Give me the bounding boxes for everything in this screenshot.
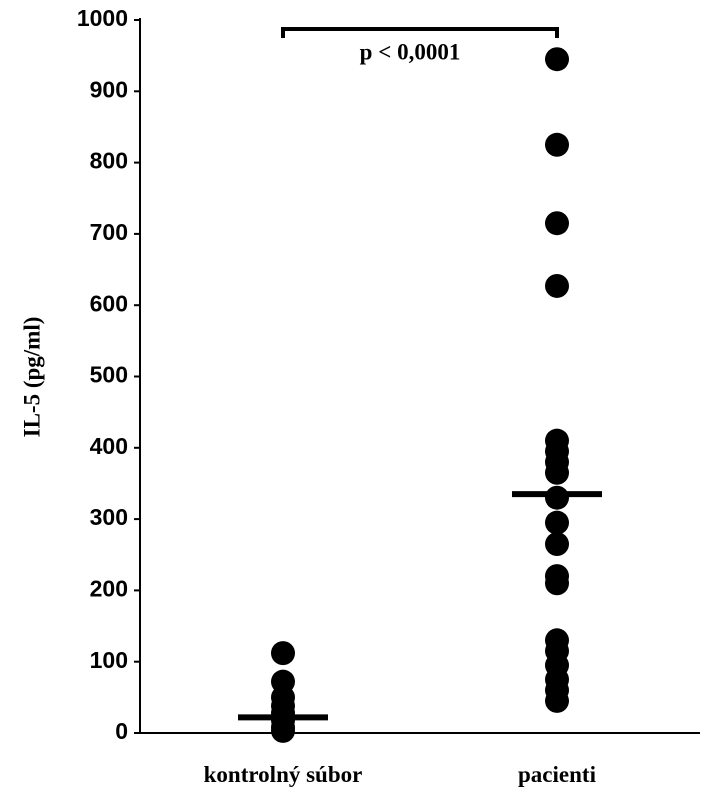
annotation: p < 0,0001 <box>360 39 461 64</box>
y-axis-label: IL-5 (pg/ml) <box>19 317 44 438</box>
y-tick-label: 800 <box>90 148 128 174</box>
y-tick-label: 600 <box>90 290 128 316</box>
x-tick-label: pacienti <box>518 762 597 787</box>
y-tick-label: 200 <box>90 575 128 601</box>
y-tick-label: 500 <box>90 362 128 388</box>
y-tick-label: 300 <box>90 504 128 530</box>
data-point <box>545 485 569 510</box>
y-tick-label: 100 <box>90 647 128 673</box>
data-point <box>545 571 569 596</box>
y-tick-label: 0 <box>115 718 128 744</box>
data-point <box>545 510 569 535</box>
y-tick-label: 700 <box>90 219 128 245</box>
data-point <box>271 641 295 666</box>
y-tick-label: 400 <box>90 433 128 459</box>
y-tick-label: 900 <box>90 76 128 102</box>
significance-bracket <box>281 27 559 38</box>
data-point <box>545 273 569 298</box>
data-point <box>545 532 569 557</box>
y-tick-label: 1000 <box>77 5 128 31</box>
x-tick-label: kontrolný súbor <box>204 762 363 787</box>
data-point <box>271 718 295 743</box>
data-point <box>545 47 569 72</box>
data-point <box>545 211 569 236</box>
data-point <box>545 688 569 713</box>
data-point <box>545 460 569 485</box>
data-point <box>545 132 569 157</box>
